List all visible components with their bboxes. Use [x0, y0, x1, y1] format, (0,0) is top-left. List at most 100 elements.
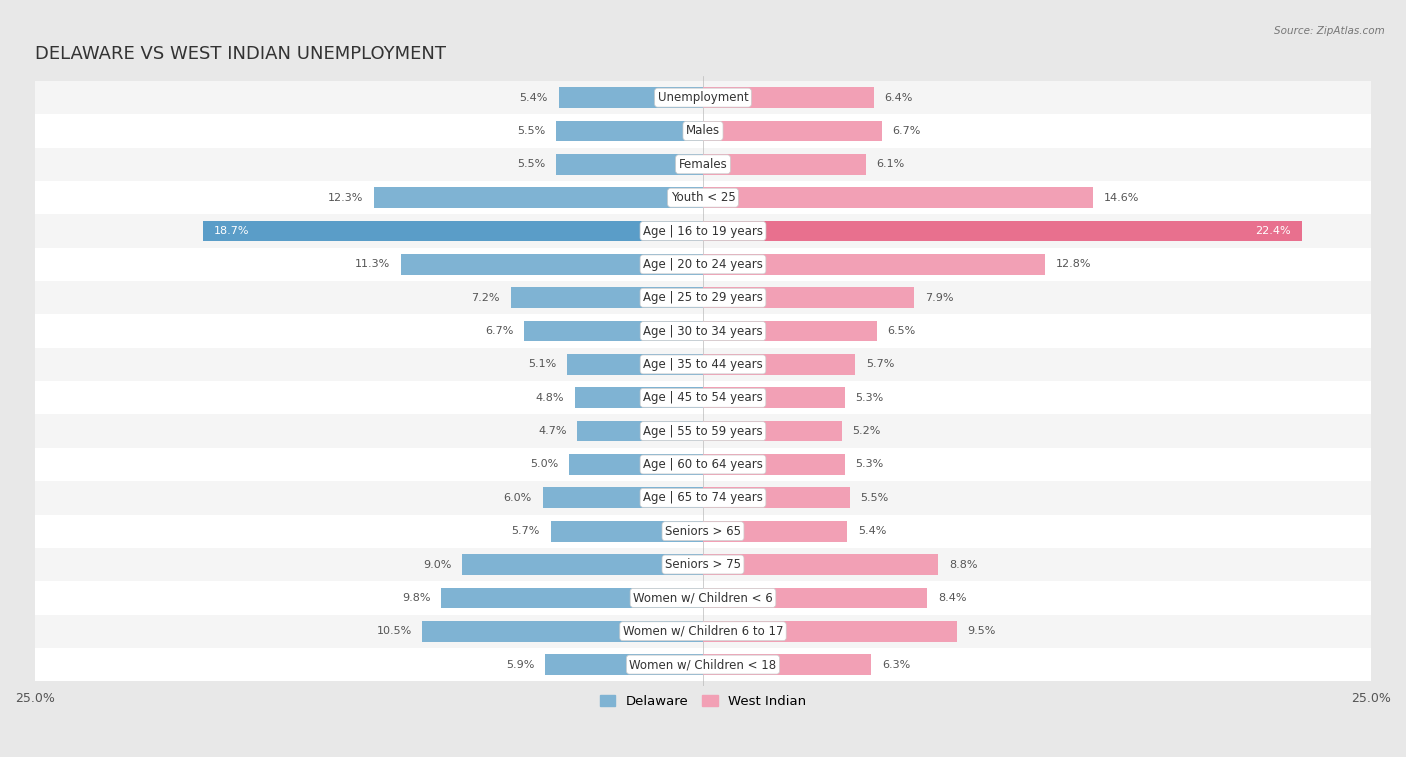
Text: 12.8%: 12.8% — [1056, 260, 1091, 269]
Text: Age | 25 to 29 years: Age | 25 to 29 years — [643, 291, 763, 304]
Bar — [463, 554, 703, 575]
Text: 5.5%: 5.5% — [517, 159, 546, 170]
Text: Age | 55 to 59 years: Age | 55 to 59 years — [643, 425, 763, 438]
Text: 7.9%: 7.9% — [925, 293, 953, 303]
Text: Seniors > 65: Seniors > 65 — [665, 525, 741, 537]
Bar — [703, 621, 957, 642]
Text: 6.1%: 6.1% — [877, 159, 905, 170]
Bar — [703, 154, 866, 175]
Bar — [35, 314, 1371, 347]
Text: 5.2%: 5.2% — [852, 426, 882, 436]
Text: 5.4%: 5.4% — [520, 92, 548, 103]
Bar — [35, 281, 1371, 314]
Text: 6.5%: 6.5% — [887, 326, 915, 336]
Bar — [551, 521, 703, 541]
Text: Age | 35 to 44 years: Age | 35 to 44 years — [643, 358, 763, 371]
Text: 7.2%: 7.2% — [471, 293, 501, 303]
Text: Unemployment: Unemployment — [658, 91, 748, 104]
Text: Age | 16 to 19 years: Age | 16 to 19 years — [643, 225, 763, 238]
Bar — [441, 587, 703, 608]
Text: Age | 20 to 24 years: Age | 20 to 24 years — [643, 258, 763, 271]
Text: Youth < 25: Youth < 25 — [671, 192, 735, 204]
Bar — [35, 81, 1371, 114]
Text: 8.8%: 8.8% — [949, 559, 977, 569]
Text: 5.3%: 5.3% — [855, 459, 883, 469]
Bar — [374, 187, 703, 208]
Text: Age | 30 to 34 years: Age | 30 to 34 years — [643, 325, 763, 338]
Text: 8.4%: 8.4% — [938, 593, 967, 603]
Text: Age | 45 to 54 years: Age | 45 to 54 years — [643, 391, 763, 404]
Text: 6.7%: 6.7% — [893, 126, 921, 136]
Text: 9.5%: 9.5% — [967, 626, 995, 636]
Bar — [35, 481, 1371, 515]
Bar — [703, 120, 882, 142]
Bar — [703, 421, 842, 441]
Text: 18.7%: 18.7% — [214, 226, 249, 236]
Bar — [703, 221, 1302, 241]
Bar — [35, 347, 1371, 381]
Bar — [35, 648, 1371, 681]
Bar — [703, 354, 855, 375]
Bar — [401, 254, 703, 275]
Text: Source: ZipAtlas.com: Source: ZipAtlas.com — [1274, 26, 1385, 36]
Bar — [35, 114, 1371, 148]
Text: 5.7%: 5.7% — [866, 360, 894, 369]
Text: DELAWARE VS WEST INDIAN UNEMPLOYMENT: DELAWARE VS WEST INDIAN UNEMPLOYMENT — [35, 45, 446, 64]
Text: 5.5%: 5.5% — [860, 493, 889, 503]
Bar — [703, 454, 845, 475]
Text: 14.6%: 14.6% — [1104, 193, 1139, 203]
Bar — [567, 354, 703, 375]
Bar — [703, 521, 848, 541]
Bar — [35, 581, 1371, 615]
Bar — [555, 120, 703, 142]
Bar — [35, 148, 1371, 181]
Bar — [204, 221, 703, 241]
Text: 5.7%: 5.7% — [512, 526, 540, 536]
Bar — [35, 548, 1371, 581]
Bar — [703, 254, 1045, 275]
Text: 5.0%: 5.0% — [530, 459, 558, 469]
Text: Females: Females — [679, 157, 727, 171]
Bar — [703, 288, 914, 308]
Text: Males: Males — [686, 124, 720, 138]
Legend: Delaware, West Indian: Delaware, West Indian — [595, 690, 811, 713]
Text: 5.4%: 5.4% — [858, 526, 886, 536]
Bar — [703, 654, 872, 675]
Bar — [35, 414, 1371, 448]
Bar — [35, 214, 1371, 248]
Text: 4.8%: 4.8% — [536, 393, 564, 403]
Bar — [558, 87, 703, 108]
Bar — [703, 87, 875, 108]
Text: 5.1%: 5.1% — [527, 360, 555, 369]
Text: Women w/ Children < 18: Women w/ Children < 18 — [630, 658, 776, 671]
Bar — [510, 288, 703, 308]
Text: 10.5%: 10.5% — [377, 626, 412, 636]
Bar — [35, 615, 1371, 648]
Bar — [35, 381, 1371, 414]
Text: 5.5%: 5.5% — [517, 126, 546, 136]
Text: 5.3%: 5.3% — [855, 393, 883, 403]
Bar — [569, 454, 703, 475]
Text: Women w/ Children < 6: Women w/ Children < 6 — [633, 591, 773, 604]
Text: 4.7%: 4.7% — [538, 426, 567, 436]
Text: 11.3%: 11.3% — [356, 260, 391, 269]
Bar — [703, 321, 877, 341]
Text: 6.7%: 6.7% — [485, 326, 513, 336]
Bar — [35, 515, 1371, 548]
Bar — [35, 448, 1371, 481]
Text: 9.0%: 9.0% — [423, 559, 451, 569]
Bar — [703, 187, 1092, 208]
Text: 6.3%: 6.3% — [882, 659, 910, 670]
Text: 6.4%: 6.4% — [884, 92, 912, 103]
Text: Age | 60 to 64 years: Age | 60 to 64 years — [643, 458, 763, 471]
Bar — [555, 154, 703, 175]
Bar — [546, 654, 703, 675]
Text: Age | 65 to 74 years: Age | 65 to 74 years — [643, 491, 763, 504]
Text: 6.0%: 6.0% — [503, 493, 531, 503]
Text: 9.8%: 9.8% — [402, 593, 430, 603]
Bar — [703, 587, 928, 608]
Bar — [703, 488, 851, 508]
Text: 5.9%: 5.9% — [506, 659, 534, 670]
Text: Women w/ Children 6 to 17: Women w/ Children 6 to 17 — [623, 625, 783, 637]
Bar — [524, 321, 703, 341]
